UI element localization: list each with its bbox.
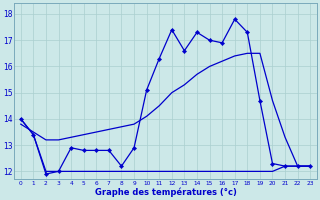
X-axis label: Graphe des températures (°c): Graphe des températures (°c)	[95, 187, 236, 197]
